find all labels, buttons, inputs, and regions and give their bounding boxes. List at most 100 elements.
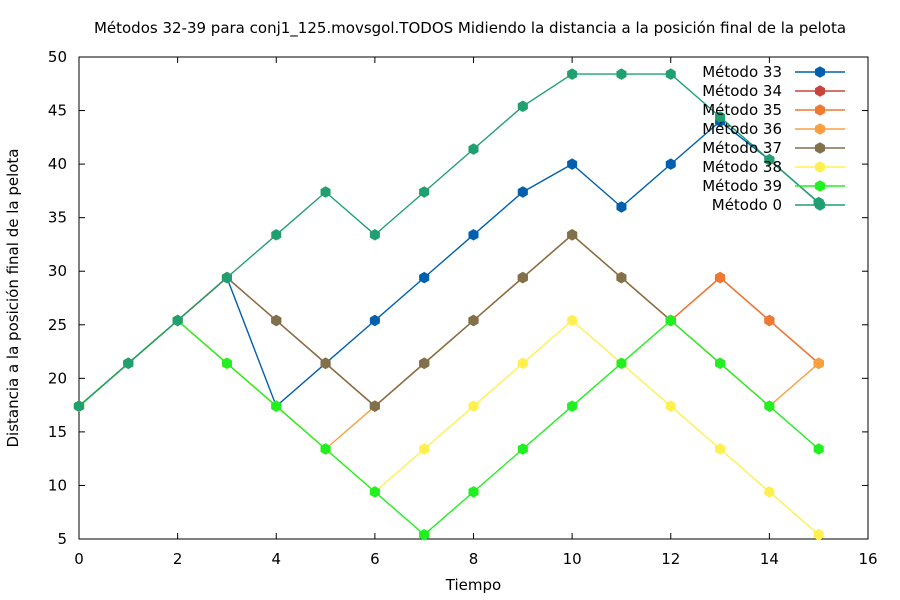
data-point (715, 111, 726, 123)
data-point (419, 271, 430, 284)
data-point (320, 357, 331, 370)
y-tick-label: 35 (48, 209, 67, 227)
series-line (78, 319, 820, 536)
data-point (715, 271, 726, 284)
data-point (369, 229, 380, 241)
data-point (517, 186, 528, 198)
y-tick-label: 45 (48, 102, 67, 120)
data-point (517, 357, 528, 370)
y-tick-label: 15 (48, 423, 67, 441)
y-tick-label: 10 (48, 476, 67, 494)
data-point (172, 314, 183, 327)
legend-marker (814, 66, 826, 78)
data-point (665, 158, 676, 170)
legend-label: Método 0 (712, 196, 782, 214)
series-line (78, 233, 820, 408)
data-point (665, 314, 676, 327)
series-5 (73, 314, 824, 541)
data-point (616, 357, 627, 370)
legend-label: Método 39 (702, 177, 782, 195)
data-point (764, 154, 775, 166)
x-tick-label: 6 (370, 550, 380, 568)
x-axis-label: Tiempo (445, 576, 501, 594)
legend-label: Método 36 (702, 120, 782, 138)
legend-label: Método 35 (702, 101, 782, 119)
data-point (419, 443, 430, 455)
legend-label: Método 34 (702, 82, 782, 100)
data-point (320, 443, 331, 455)
legend-marker (814, 104, 826, 116)
legend-marker (814, 199, 826, 211)
data-point (369, 486, 380, 498)
data-point (271, 229, 282, 241)
data-point (567, 68, 578, 80)
data-point (468, 229, 479, 241)
legend-marker (814, 123, 826, 135)
x-tick-label: 14 (760, 550, 779, 568)
data-point (764, 486, 775, 498)
data-point (517, 271, 528, 284)
data-point (271, 314, 282, 327)
data-point (616, 68, 627, 80)
y-tick-label: 5 (57, 530, 67, 548)
data-point (567, 158, 578, 170)
y-tick-label: 40 (48, 155, 67, 173)
data-point (567, 314, 578, 327)
data-point (468, 486, 479, 498)
data-point (369, 400, 380, 412)
data-point (813, 443, 824, 455)
legend-marker (814, 142, 826, 154)
data-point (616, 271, 627, 284)
legend-label: Método 33 (702, 63, 782, 81)
y-axis-label: Distancia a la posición final de la pelo… (4, 148, 22, 447)
data-point (813, 528, 824, 541)
data-point (665, 68, 676, 80)
data-point (764, 314, 775, 327)
x-tick-label: 16 (858, 550, 877, 568)
data-point (468, 400, 479, 412)
data-point (221, 357, 232, 370)
legend-marker (814, 180, 826, 192)
data-point (715, 443, 726, 455)
y-tick-label: 20 (48, 369, 67, 387)
y-tick-label: 25 (48, 316, 67, 334)
data-point (221, 271, 232, 284)
data-point (123, 357, 134, 370)
x-tick-label: 2 (173, 550, 183, 568)
series-7 (73, 68, 824, 412)
data-point (419, 186, 430, 198)
data-point (764, 400, 775, 412)
legend-marker (814, 161, 826, 173)
legend-marker (814, 85, 826, 97)
x-tick-label: 8 (469, 550, 479, 568)
series-line (78, 73, 820, 407)
data-point (419, 357, 430, 370)
data-point (369, 314, 380, 327)
data-point (320, 186, 331, 198)
data-point (665, 400, 676, 412)
x-tick-label: 0 (74, 550, 84, 568)
series-line (78, 233, 820, 408)
legend-label: Método 37 (702, 139, 782, 157)
x-tick-label: 10 (563, 550, 582, 568)
y-tick-label: 50 (48, 48, 67, 66)
data-point (567, 229, 578, 241)
data-point (517, 443, 528, 455)
data-point (468, 314, 479, 327)
x-tick-label: 4 (271, 550, 281, 568)
data-point (567, 400, 578, 412)
data-point (715, 357, 726, 370)
data-point (419, 528, 430, 541)
x-tick-label: 12 (661, 550, 680, 568)
data-point (616, 201, 627, 213)
data-point (517, 100, 528, 113)
legend-label: Método 38 (702, 158, 782, 176)
data-point (73, 400, 85, 412)
y-tick-label: 30 (48, 262, 67, 280)
chart-title: Métodos 32-39 para conj1_125.movsgol.TOD… (94, 19, 846, 38)
data-point (813, 357, 824, 370)
data-point (271, 400, 282, 412)
data-point (468, 143, 479, 155)
